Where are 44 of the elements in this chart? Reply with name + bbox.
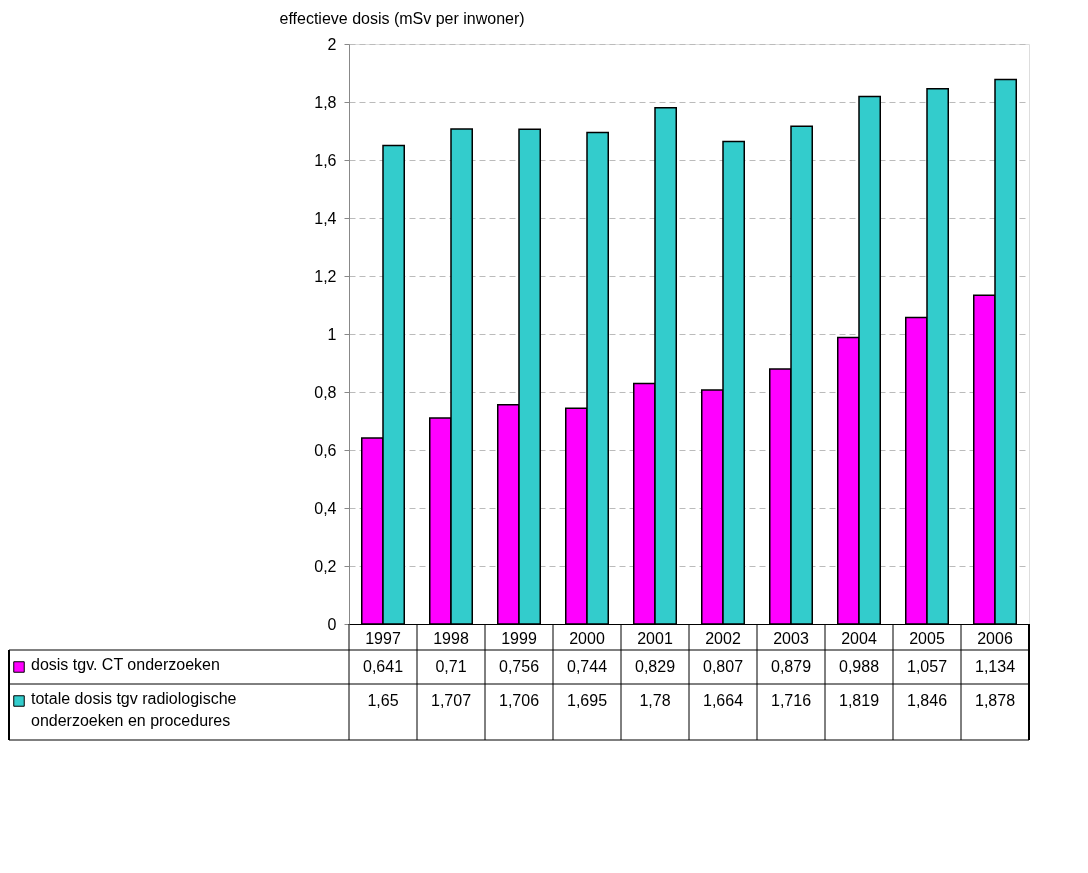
data-label: 0,71 xyxy=(435,658,467,675)
data-label: 1,846 xyxy=(906,692,948,709)
data-label: 0,829 xyxy=(634,658,676,675)
y-tick-label: 2 xyxy=(327,35,337,53)
y-tick-label: 1,4 xyxy=(314,209,337,227)
data-label: 1,664 xyxy=(702,692,744,709)
data-label: 1,65 xyxy=(367,692,399,709)
y-tick-label: 1,8 xyxy=(314,93,337,111)
data-label: 0,641 xyxy=(362,658,404,675)
y-tick-label: 0,2 xyxy=(314,557,337,575)
data-label: 1,819 xyxy=(838,692,880,709)
x-tick-label: 1999 xyxy=(501,629,537,647)
x-tick-label: 2001 xyxy=(637,629,673,647)
data-label: 0,988 xyxy=(838,658,880,675)
x-tick-label: 2003 xyxy=(773,629,809,647)
x-tick-label: 2000 xyxy=(569,629,605,647)
data-label: 1,78 xyxy=(639,692,671,709)
data-label: 0,756 xyxy=(498,658,540,675)
y-tick-label: 0,8 xyxy=(314,383,337,401)
data-label: 1,134 xyxy=(974,658,1016,675)
data-label: 0,744 xyxy=(566,658,608,675)
data-label: 0,879 xyxy=(770,658,812,675)
legend-label: totale dosis tgv radiologische onderzoeken en procedures xyxy=(31,690,237,729)
data-label: 1,878 xyxy=(974,692,1016,709)
x-tick-label: 2002 xyxy=(705,629,741,647)
y-axis-title: effectieve dosis (mSv per inwoner) xyxy=(279,9,525,27)
data-label: 1,706 xyxy=(498,692,540,709)
x-tick-label: 2004 xyxy=(841,629,877,647)
data-label: 0,807 xyxy=(702,658,744,675)
x-tick-label: 2005 xyxy=(909,629,945,647)
y-tick-label: 0,6 xyxy=(314,441,337,459)
data-label: 1,707 xyxy=(430,692,472,709)
legend-label: dosis tgv. CT onderzoeken xyxy=(31,656,220,673)
y-tick-label: 1 xyxy=(327,325,337,343)
y-tick-label: 1,6 xyxy=(314,151,337,169)
x-tick-label: 1998 xyxy=(433,629,469,647)
y-tick-label: 0 xyxy=(327,615,337,633)
data-label: 1,716 xyxy=(770,692,812,709)
x-tick-label: 1997 xyxy=(365,629,401,647)
data-label: 1,057 xyxy=(906,658,948,675)
x-tick-label: 2006 xyxy=(977,629,1013,647)
y-tick-label: 0,4 xyxy=(314,499,337,517)
data-label: 1,695 xyxy=(566,692,608,709)
y-tick-label: 1,2 xyxy=(314,267,337,285)
